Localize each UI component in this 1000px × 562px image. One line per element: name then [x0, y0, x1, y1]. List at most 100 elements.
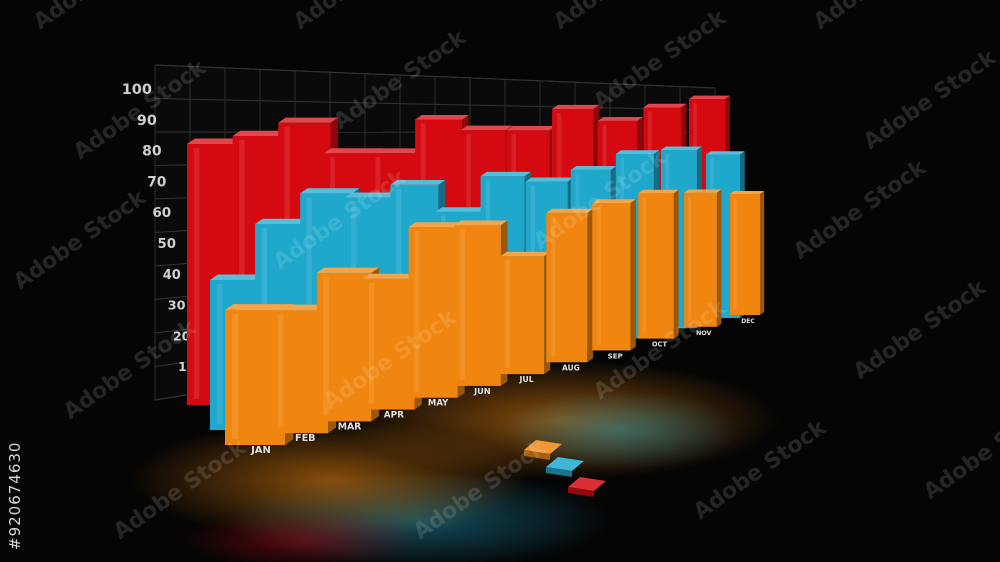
bar-top	[408, 222, 465, 228]
x-tick-label: SEP	[608, 351, 623, 360]
bar-top	[480, 171, 531, 177]
bar-top	[390, 180, 446, 185]
bar	[592, 199, 636, 351]
bar-top	[362, 273, 422, 279]
bar-side	[760, 191, 765, 315]
x-tick-label: NOV	[696, 329, 712, 337]
bar-highlight	[642, 197, 646, 333]
bar-highlight	[460, 229, 465, 380]
bars	[187, 95, 765, 445]
bar	[454, 220, 508, 386]
x-tick-label: FEB	[295, 433, 315, 444]
legend-swatch	[524, 440, 562, 460]
legend-swatch-top	[524, 440, 562, 454]
bar-highlight	[368, 282, 375, 404]
watermark-text: Adobe Stock	[809, 0, 952, 35]
bar-top	[454, 220, 508, 226]
y-tick-label: 60	[152, 205, 171, 221]
bar-highlight	[239, 140, 245, 391]
watermark-text: Adobe Stock	[849, 275, 992, 385]
bar-side	[673, 189, 679, 339]
y-tick-label: 90	[137, 113, 157, 129]
bar-highlight	[323, 276, 329, 416]
watermark-text: Adobe Stock	[859, 45, 1000, 155]
bar-top	[552, 104, 600, 109]
x-tick-label: JAN	[250, 445, 271, 456]
bar-top	[638, 189, 679, 194]
legend-swatch-top	[568, 477, 606, 491]
legend-swatch-top	[546, 457, 584, 471]
bar-top	[500, 251, 551, 257]
bar-highlight	[551, 216, 556, 357]
bar-top	[415, 115, 469, 120]
bar	[546, 208, 593, 363]
bar-top	[546, 208, 593, 213]
bar-face	[362, 278, 415, 410]
bar-highlight	[733, 198, 737, 309]
legend	[524, 440, 606, 497]
bar	[500, 251, 551, 375]
bar	[730, 191, 765, 315]
floor-glow	[180, 510, 420, 562]
y-tick-label: 40	[163, 268, 181, 283]
bar-face	[638, 193, 674, 339]
bar-top	[316, 267, 379, 273]
legend-swatch-front	[568, 487, 594, 497]
bar-top	[278, 117, 338, 123]
y-tick-label: 70	[147, 174, 166, 190]
bar-highlight	[277, 314, 284, 428]
watermark-text: Adobe Stock	[549, 0, 692, 35]
watermark-text: Adobe Stock	[919, 395, 1000, 505]
bar	[638, 189, 679, 339]
bar-highlight	[193, 148, 200, 399]
legend-swatch-front	[546, 467, 572, 477]
bar-side	[630, 199, 636, 351]
bar-face	[454, 225, 501, 386]
y-tick-label: 20	[173, 328, 191, 343]
x-tick-label: MAY	[428, 399, 449, 409]
watermark-text: Adobe Stock	[9, 185, 152, 295]
y-tick-label: 30	[168, 299, 186, 314]
bar-face	[592, 202, 631, 351]
bar-highlight	[596, 206, 601, 345]
bar-top	[369, 148, 426, 154]
bar-top	[592, 199, 636, 203]
bar-side	[716, 189, 722, 327]
bar-highlight	[688, 196, 692, 321]
bar-face	[730, 194, 760, 315]
bar-top	[345, 192, 403, 198]
bar-highlight	[414, 231, 420, 392]
x-tick-label: JUN	[473, 386, 491, 396]
y-tick-label: 100	[122, 82, 152, 98]
x-tick-label: OCT	[652, 341, 668, 349]
stock-id: #920674630	[6, 441, 24, 550]
watermark-text: Adobe Stock	[29, 0, 172, 35]
bar-highlight	[216, 284, 223, 424]
x-tick-label: DEC	[741, 318, 755, 325]
bar-top	[615, 150, 660, 154]
x-tick-label: JUL	[519, 375, 534, 384]
legend-swatch	[568, 477, 606, 497]
bar-side	[587, 208, 593, 363]
bar-face	[408, 227, 458, 398]
bar-top	[660, 146, 702, 150]
bar-top	[300, 188, 360, 194]
bar-top	[730, 191, 765, 194]
x-tick-label: AUG	[562, 363, 580, 372]
bar-top	[323, 148, 382, 154]
bar-top	[643, 103, 687, 108]
legend-swatch	[546, 457, 584, 477]
bar-top	[684, 189, 722, 193]
bar-top	[597, 116, 643, 121]
bar-face	[316, 272, 372, 422]
bar-face	[546, 212, 588, 363]
bar	[684, 189, 722, 327]
bar-face	[500, 256, 545, 375]
bar-top	[506, 125, 556, 131]
bar-highlight	[505, 260, 511, 369]
y-tick-label: 80	[142, 144, 162, 160]
bar-face	[684, 192, 717, 327]
bar-top	[689, 95, 731, 100]
